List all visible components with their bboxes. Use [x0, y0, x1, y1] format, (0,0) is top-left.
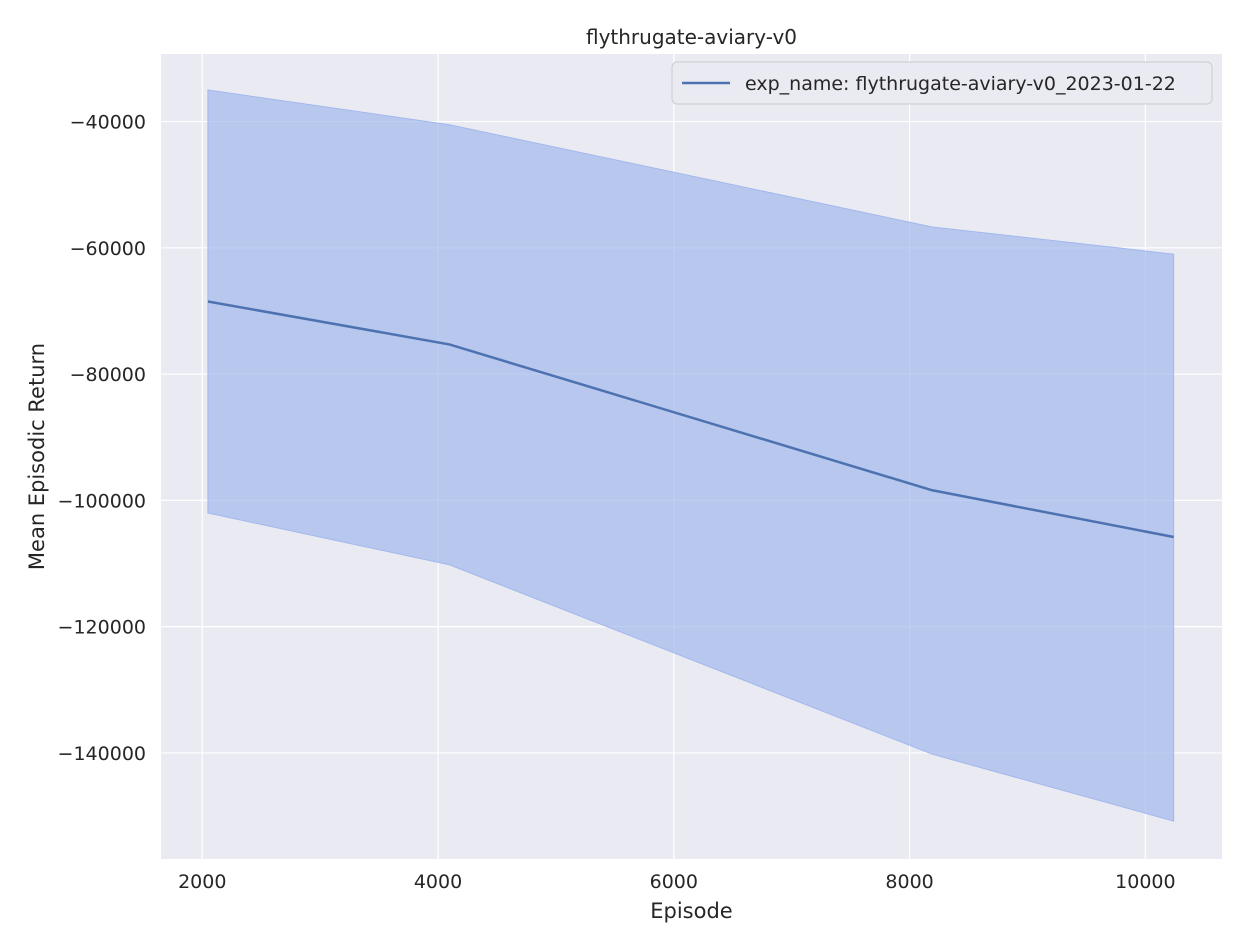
x-tick-label: 4000: [414, 871, 462, 893]
tick-labels: 2000 4000 6000 8000 10000 −40000 −60000 −80000 −…: [58, 112, 1176, 893]
x-tick-label: 6000: [650, 871, 698, 893]
confidence-bands: [207, 89, 1175, 822]
y-tick-label: −140000: [58, 743, 146, 765]
legend: exp_name: flythrugate-aviary-v0_2023-01-…: [671, 61, 1213, 105]
y-tick-label: −60000: [70, 238, 146, 260]
chart-title: flythrugate-aviary-v0: [586, 25, 797, 49]
x-tick-label: 8000: [885, 871, 933, 893]
series-line: [207, 300, 1174, 539]
x-tick-label: 2000: [178, 871, 226, 893]
y-tick-label: −100000: [58, 490, 146, 512]
y-axis-label: Mean Episodic Return: [25, 343, 49, 570]
y-tick-label: −80000: [70, 364, 146, 386]
legend-box: [671, 61, 1213, 105]
confidence-band: [207, 89, 1175, 822]
y-tick-label: −40000: [70, 112, 146, 134]
legend-entry: exp_name: flythrugate-aviary-v0_2023-01-…: [745, 73, 1176, 95]
x-axis-label: Episode: [650, 899, 732, 923]
series-lines: [207, 300, 1174, 539]
x-tick-label: 10000: [1115, 871, 1175, 893]
y-tick-label: −120000: [58, 617, 146, 639]
